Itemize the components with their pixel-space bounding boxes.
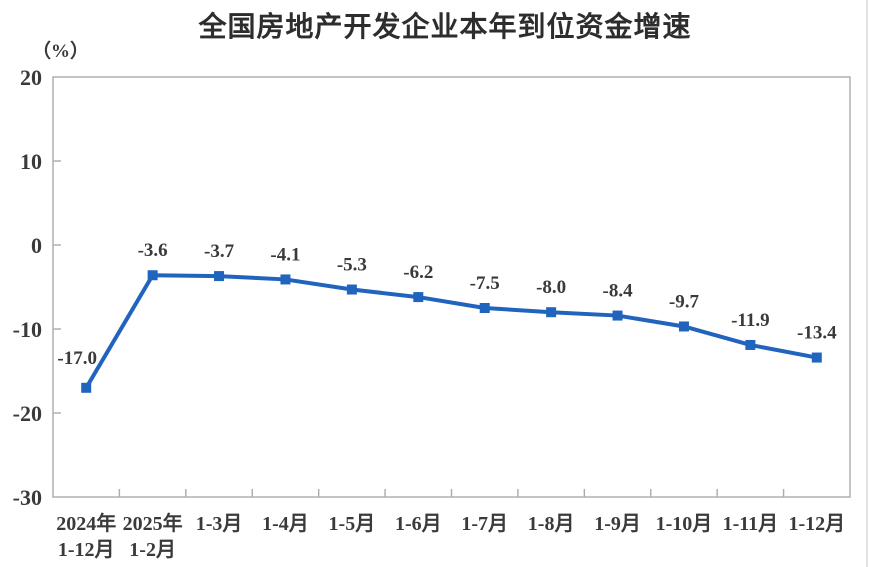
data-point-label: -13.4 — [797, 323, 837, 344]
x-axis-label: 1-3月 — [196, 513, 243, 535]
x-axis-label: 1-6月 — [395, 513, 442, 535]
y-axis-tick-label: 20 — [20, 65, 42, 90]
y-axis-tick-label: -20 — [13, 401, 42, 426]
data-point-marker — [346, 284, 357, 295]
x-axis-label: 1-12月 — [788, 513, 845, 535]
x-axis-label: 1-5月 — [329, 513, 376, 535]
y-axis-unit-label: （%） — [32, 41, 90, 62]
data-point-label: -3.6 — [138, 240, 168, 261]
data-point-label: -6.2 — [403, 262, 433, 283]
x-axis-label: 1-4月 — [262, 513, 309, 535]
plot-area — [52, 76, 851, 498]
data-point-marker — [612, 310, 623, 321]
data-point-label: -9.7 — [669, 291, 700, 312]
x-axis-label: 1-8月 — [528, 513, 575, 535]
data-point-label: -7.5 — [470, 273, 500, 294]
data-point-label: -17.0 — [57, 348, 97, 369]
data-point-marker — [81, 382, 92, 393]
data-point-label: -5.3 — [337, 255, 367, 276]
data-point-label: -8.4 — [603, 281, 634, 302]
data-point-marker — [745, 339, 756, 350]
data-point-marker — [678, 321, 689, 332]
trend-line — [84, 273, 819, 390]
x-axis-label: 1-12月 — [58, 539, 115, 561]
data-point-marker — [147, 270, 158, 281]
y-axis-tick-label: -30 — [13, 485, 42, 510]
x-axis-label: 2025年 — [123, 511, 183, 535]
x-axis-label: 1-7月 — [461, 513, 508, 535]
data-point-marker — [546, 307, 557, 318]
x-axis-label: 1-2月 — [129, 539, 176, 561]
x-axis-label: 1-11月 — [723, 513, 779, 535]
data-point-label: -11.9 — [731, 310, 770, 331]
x-axis-label: 1-10月 — [656, 513, 713, 535]
chart-title: 全国房地产开发企业本年到位资金增速 — [198, 11, 692, 42]
data-point-marker — [413, 292, 424, 303]
data-point-label: -3.7 — [204, 241, 235, 262]
y-axis-tick-label: 10 — [20, 149, 42, 174]
data-point-marker — [280, 274, 291, 285]
y-axis-tick-label: -10 — [13, 317, 42, 342]
data-point-label: -8.0 — [536, 277, 566, 298]
data-point-marker — [214, 271, 225, 282]
data-point-label: -4.1 — [270, 244, 300, 265]
x-axis-label: 1-9月 — [594, 513, 641, 535]
data-point-marker — [811, 352, 822, 363]
y-axis-tick-label: 0 — [31, 233, 42, 258]
data-point-marker — [479, 303, 490, 313]
x-axis-label: 2024年 — [56, 511, 116, 535]
